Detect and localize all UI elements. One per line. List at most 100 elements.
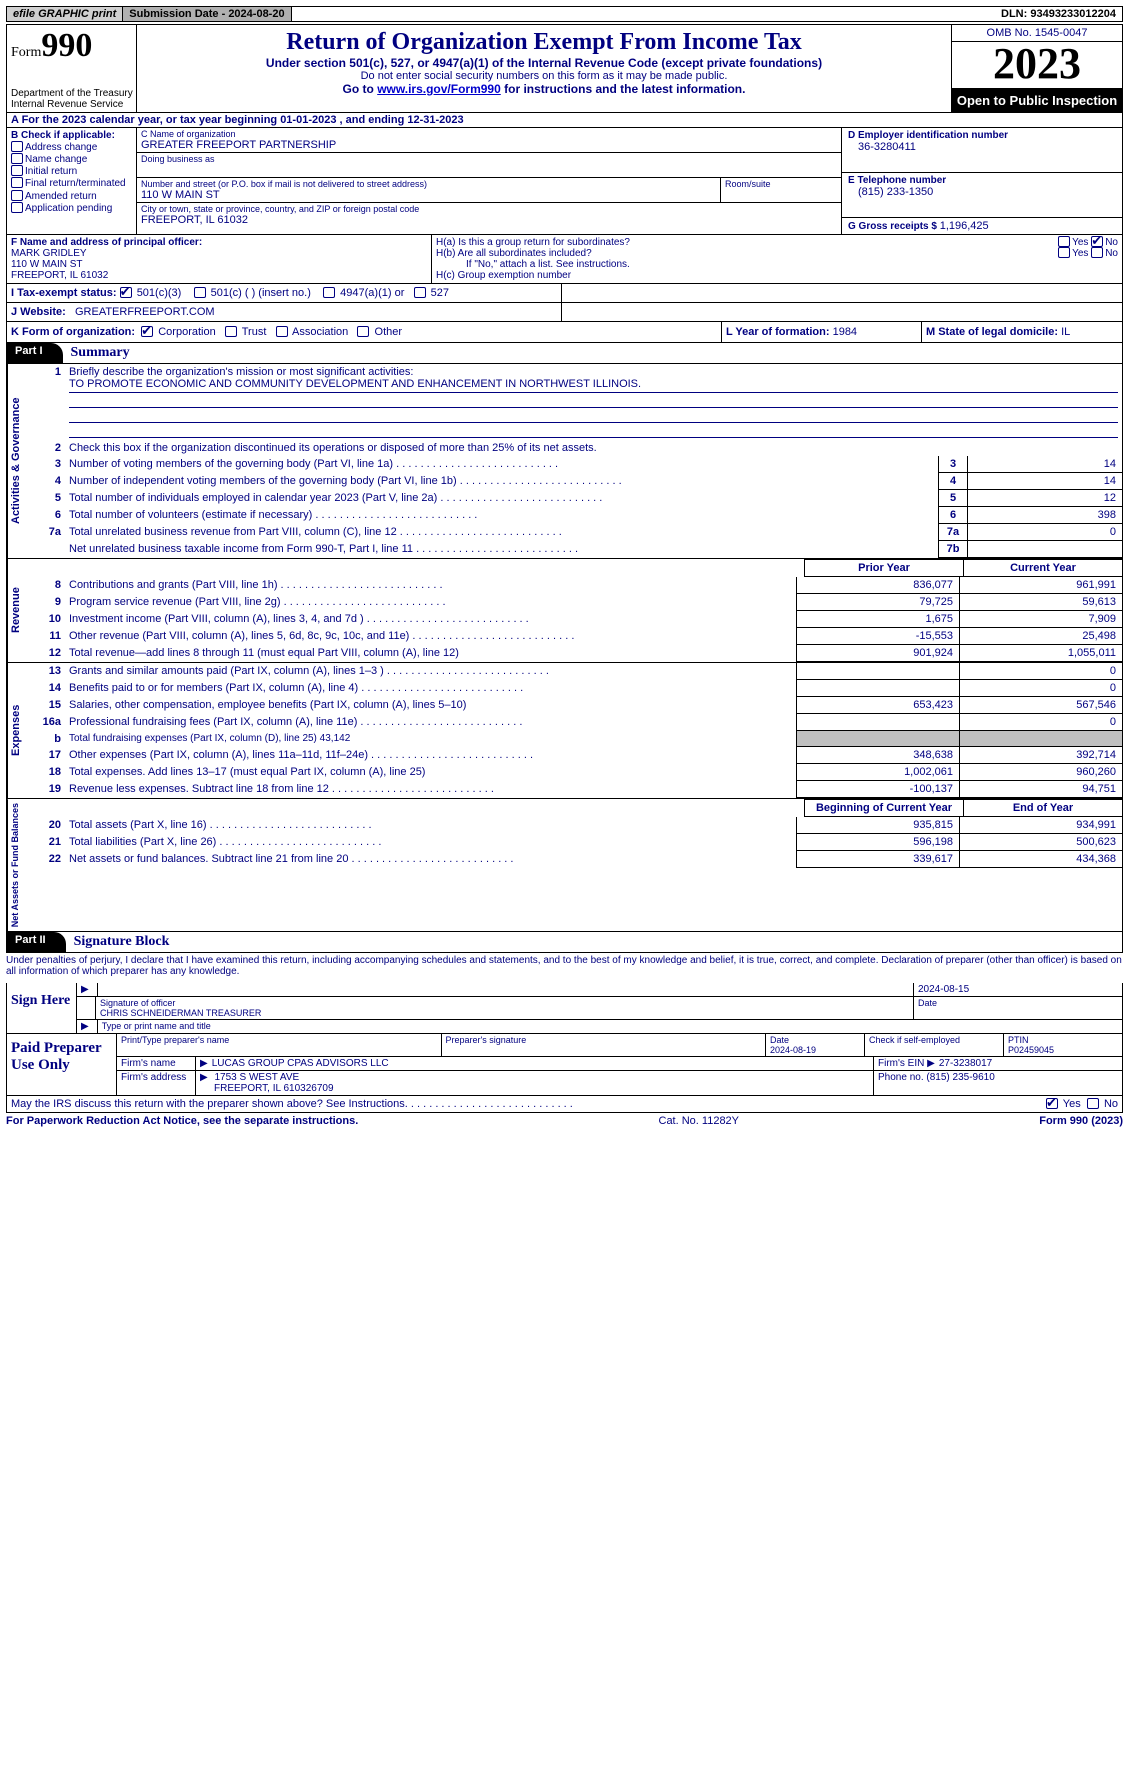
ha-label: H(a) Is this a group return for subordin…: [436, 237, 630, 248]
checkbox-icon: [11, 202, 23, 213]
l9-prior: 79,725: [796, 594, 960, 611]
checkbox-icon[interactable]: [194, 287, 206, 298]
tab-revenue: Revenue: [7, 559, 33, 662]
l11-curr: 25,498: [960, 628, 1122, 645]
section-c: C Name of organization GREATER FREEPORT …: [137, 128, 842, 234]
sig-officer-label: Signature of officer: [100, 998, 909, 1008]
l17-prior: 348,638: [796, 747, 960, 764]
l15-prior: 653,423: [796, 697, 960, 714]
checkbox-icon[interactable]: [323, 287, 335, 298]
check-application[interactable]: Application pending: [11, 203, 132, 214]
tax-year: 2023: [952, 42, 1122, 89]
firm-addr1: 1753 S WEST AVE: [214, 1072, 299, 1083]
checkbox-icon[interactable]: [276, 326, 288, 337]
efile-print-button[interactable]: efile GRAPHIC print: [7, 7, 123, 21]
l7a-val: 0: [968, 524, 1122, 541]
city-label: City or town, state or province, country…: [141, 204, 837, 214]
l6-val: 398: [968, 507, 1122, 524]
check-label: Amended return: [25, 191, 97, 202]
check-label: Name change: [25, 154, 87, 165]
l18-prior: 1,002,061: [796, 764, 960, 781]
l10-curr: 7,909: [960, 611, 1122, 628]
section-defg: D Employer identification number 36-3280…: [842, 128, 1122, 234]
form-label: Form: [11, 45, 41, 60]
org-name: GREATER FREEPORT PARTNERSHIP: [141, 139, 837, 151]
checkbox-icon[interactable]: [120, 287, 132, 298]
page-footer: For Paperwork Reduction Act Notice, see …: [6, 1113, 1123, 1129]
l20-text: Total assets (Part X, line 16): [65, 817, 796, 834]
l7b-val: [968, 541, 1122, 558]
l13-curr: 0: [960, 663, 1122, 680]
i-opt: 501(c) ( ) (insert no.): [211, 287, 311, 299]
l15-curr: 567,546: [960, 697, 1122, 714]
checkbox-icon[interactable]: [225, 326, 237, 337]
l8-prior: 836,077: [796, 577, 960, 594]
l3-text: Number of voting members of the governin…: [65, 456, 938, 473]
l17-curr: 392,714: [960, 747, 1122, 764]
l18-curr: 960,260: [960, 764, 1122, 781]
l5-text: Total number of individuals employed in …: [65, 490, 938, 507]
l12-prior: 901,924: [796, 645, 960, 662]
tab-governance: Activities & Governance: [7, 364, 33, 558]
checkbox-icon[interactable]: [141, 326, 153, 337]
ein-label: D Employer identification number: [848, 130, 1116, 141]
b-header: B Check if applicable:: [11, 130, 132, 141]
checkbox-icon[interactable]: [1058, 236, 1070, 247]
firm-name-label: Firm's name: [117, 1057, 196, 1070]
l9-curr: 59,613: [960, 594, 1122, 611]
checkbox-icon[interactable]: [1087, 1098, 1099, 1109]
prep-date-value: 2024-08-19: [770, 1045, 860, 1055]
firm-name-value: LUCAS GROUP CPAS ADVISORS LLC: [212, 1058, 389, 1069]
form-header: Form990 Department of the Treasury Inter…: [6, 24, 1123, 113]
check-final-return[interactable]: Final return/terminated: [11, 178, 132, 189]
paid-preparer-label: Paid Preparer Use Only: [7, 1034, 117, 1095]
discuss-row: May the IRS discuss this return with the…: [6, 1096, 1123, 1113]
l13-prior: [796, 663, 960, 680]
checkbox-icon: [11, 165, 23, 176]
sig-date-value: 2024-08-15: [914, 983, 1122, 996]
checkbox-icon: [11, 190, 23, 201]
firm-addr2: FREEPORT, IL 610326709: [200, 1083, 334, 1094]
sig-cell: [98, 983, 914, 996]
penalties-text: Under penalties of perjury, I declare th…: [6, 953, 1123, 983]
checkbox-icon[interactable]: [1091, 236, 1103, 247]
l8-text: Contributions and grants (Part VIII, lin…: [65, 577, 796, 594]
l21-end: 500,623: [960, 834, 1122, 851]
checkbox-icon[interactable]: [1091, 247, 1103, 258]
hc-label: H(c) Group exemption number: [436, 270, 1118, 281]
checkbox-icon: [11, 153, 23, 164]
check-label: Final return/terminated: [25, 179, 126, 190]
part-title: Signature Block: [66, 932, 178, 952]
instructions-link[interactable]: www.irs.gov/Form990: [377, 82, 501, 96]
checkbox-icon: [11, 141, 23, 152]
section-m: M State of legal domicile: IL: [922, 322, 1122, 342]
officer-addr1: 110 W MAIN ST: [11, 259, 427, 270]
firm-addr-label: Firm's address: [117, 1071, 196, 1095]
checkbox-icon[interactable]: [1058, 247, 1070, 258]
checkbox-icon[interactable]: [414, 287, 426, 298]
check-address-change[interactable]: Address change: [11, 142, 132, 153]
checkbox-icon[interactable]: [357, 326, 369, 337]
check-initial-return[interactable]: Initial return: [11, 166, 132, 177]
gross-receipts-value: 1,196,425: [940, 220, 989, 232]
department: Department of the Treasury Internal Reve…: [11, 88, 136, 110]
l14-text: Benefits paid to or for members (Part IX…: [65, 680, 796, 697]
l2-text: Check this box if the organization disco…: [65, 440, 1122, 456]
footer-left: For Paperwork Reduction Act Notice, see …: [6, 1115, 358, 1127]
check-amended[interactable]: Amended return: [11, 191, 132, 202]
no-label: No: [1105, 237, 1118, 248]
ptin-value: P02459045: [1008, 1045, 1118, 1055]
preparer-block: Paid Preparer Use Only Print/Type prepar…: [6, 1034, 1123, 1096]
checkbox-icon: [11, 177, 23, 188]
check-name-change[interactable]: Name change: [11, 154, 132, 165]
yes-label: Yes: [1072, 248, 1088, 259]
prep-sig-label: Preparer's signature: [442, 1034, 767, 1056]
l4-text: Number of independent voting members of …: [65, 473, 938, 490]
l20-beg: 935,815: [796, 817, 960, 834]
i-opt: 527: [431, 287, 449, 299]
section-f: F Name and address of principal officer:…: [7, 235, 432, 283]
tab-net-assets: Net Assets or Fund Balances: [7, 799, 33, 931]
signature-block: Sign Here 2024-08-15 Signature of office…: [6, 983, 1123, 1034]
summary-governance: Activities & Governance 1 Briefly descri…: [6, 364, 1123, 559]
checkbox-icon[interactable]: [1046, 1098, 1058, 1109]
